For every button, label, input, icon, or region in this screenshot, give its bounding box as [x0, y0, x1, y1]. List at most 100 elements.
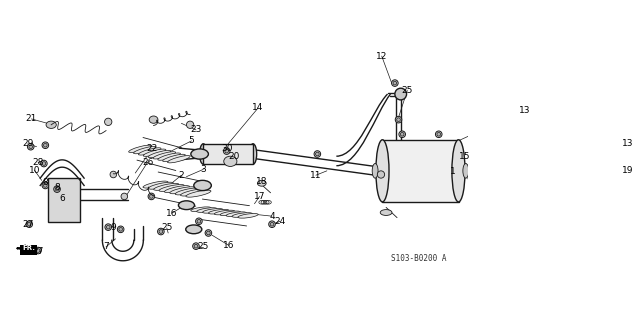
Ellipse shape — [42, 142, 49, 149]
Ellipse shape — [314, 151, 321, 157]
Text: 17: 17 — [254, 192, 266, 201]
Text: 29: 29 — [22, 139, 33, 148]
Ellipse shape — [179, 201, 195, 210]
Ellipse shape — [191, 207, 211, 211]
Ellipse shape — [238, 213, 258, 218]
Ellipse shape — [203, 209, 223, 213]
Ellipse shape — [164, 186, 189, 193]
Ellipse shape — [148, 193, 155, 200]
Text: 18: 18 — [256, 177, 268, 186]
Ellipse shape — [143, 181, 168, 188]
Text: 25: 25 — [198, 242, 209, 251]
Text: 30: 30 — [221, 145, 232, 153]
Ellipse shape — [154, 183, 179, 190]
Ellipse shape — [196, 218, 202, 225]
Ellipse shape — [193, 243, 199, 249]
Ellipse shape — [468, 175, 476, 181]
Text: 10: 10 — [29, 166, 40, 174]
Text: 24: 24 — [275, 217, 285, 226]
Text: 4: 4 — [269, 212, 275, 221]
Bar — [20, 245, 36, 255]
Ellipse shape — [392, 80, 398, 86]
Text: 6: 6 — [60, 194, 65, 203]
Ellipse shape — [225, 149, 228, 153]
Ellipse shape — [106, 225, 110, 229]
Ellipse shape — [232, 213, 252, 217]
Ellipse shape — [119, 227, 122, 231]
Text: 27: 27 — [22, 220, 33, 229]
Ellipse shape — [148, 182, 173, 189]
Ellipse shape — [393, 81, 397, 85]
Ellipse shape — [150, 195, 153, 198]
Ellipse shape — [269, 221, 275, 227]
Ellipse shape — [200, 144, 207, 164]
Ellipse shape — [396, 116, 402, 123]
Text: 21: 21 — [26, 115, 37, 123]
Polygon shape — [47, 178, 81, 222]
Text: 11: 11 — [310, 171, 322, 180]
Text: 28: 28 — [33, 158, 44, 167]
Ellipse shape — [180, 189, 205, 196]
Ellipse shape — [194, 244, 198, 248]
Ellipse shape — [191, 149, 209, 159]
Text: 13: 13 — [621, 139, 633, 148]
Text: 8: 8 — [54, 183, 60, 192]
Ellipse shape — [186, 225, 202, 234]
Ellipse shape — [205, 230, 212, 236]
Ellipse shape — [105, 224, 111, 230]
Ellipse shape — [463, 164, 468, 178]
Ellipse shape — [159, 230, 163, 234]
Ellipse shape — [168, 156, 190, 163]
Text: 5: 5 — [189, 136, 195, 145]
Bar — [383, 140, 460, 202]
Ellipse shape — [399, 131, 406, 137]
Ellipse shape — [29, 145, 33, 149]
Ellipse shape — [40, 160, 47, 167]
Text: 25: 25 — [161, 223, 172, 232]
Ellipse shape — [143, 149, 166, 156]
Ellipse shape — [55, 187, 59, 191]
Ellipse shape — [207, 231, 210, 235]
Ellipse shape — [209, 209, 228, 214]
Ellipse shape — [159, 184, 184, 191]
Ellipse shape — [223, 148, 230, 154]
Ellipse shape — [397, 118, 401, 122]
Text: 8: 8 — [42, 178, 48, 187]
Ellipse shape — [44, 144, 47, 147]
Ellipse shape — [158, 153, 180, 160]
Ellipse shape — [134, 146, 156, 154]
Ellipse shape — [157, 228, 164, 235]
Ellipse shape — [163, 154, 186, 161]
Ellipse shape — [372, 164, 378, 178]
Ellipse shape — [28, 144, 34, 150]
Ellipse shape — [42, 162, 45, 165]
Ellipse shape — [452, 140, 465, 202]
Ellipse shape — [26, 221, 33, 227]
Text: 9: 9 — [111, 223, 116, 232]
Text: 27: 27 — [33, 247, 44, 256]
Text: 15: 15 — [459, 152, 470, 161]
Ellipse shape — [250, 144, 257, 164]
Text: 16: 16 — [223, 241, 235, 250]
Ellipse shape — [175, 188, 200, 195]
Text: S103-B0200 A: S103-B0200 A — [390, 254, 446, 263]
Ellipse shape — [110, 171, 116, 178]
Ellipse shape — [46, 121, 56, 129]
Ellipse shape — [197, 219, 201, 223]
Text: 26: 26 — [142, 158, 154, 167]
Ellipse shape — [194, 180, 211, 190]
Ellipse shape — [401, 132, 404, 136]
Text: 16: 16 — [166, 209, 177, 218]
Ellipse shape — [54, 186, 60, 192]
Ellipse shape — [186, 121, 194, 129]
Bar — [204, 144, 253, 164]
Ellipse shape — [226, 212, 246, 217]
Text: 12: 12 — [376, 52, 387, 61]
Ellipse shape — [104, 118, 112, 125]
Text: 1: 1 — [450, 167, 456, 176]
Ellipse shape — [138, 148, 161, 155]
Ellipse shape — [129, 145, 151, 152]
Ellipse shape — [153, 152, 175, 159]
Text: 19: 19 — [621, 166, 633, 174]
Ellipse shape — [117, 226, 124, 233]
